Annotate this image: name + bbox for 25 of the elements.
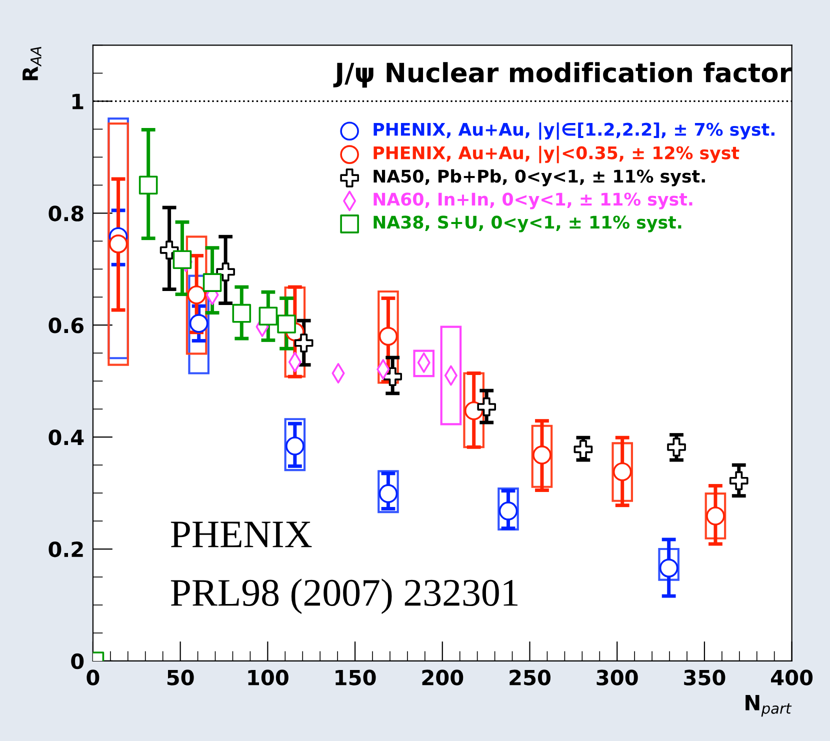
x-tick-label: 200	[422, 670, 464, 686]
y-tick-label: 0.4	[48, 430, 84, 446]
x-tick-label: 50	[167, 670, 194, 686]
annotation: PRL98 (2007) 232301	[170, 578, 518, 614]
y-tick-label: 0.8	[48, 206, 84, 222]
x-tick-label: 250	[510, 670, 550, 686]
y-tick-label: 0	[71, 653, 84, 670]
x-tick-label: 400	[771, 670, 813, 686]
y-tick-label: 1	[72, 94, 84, 110]
legend-label: PHENIX, Au+Au, |y|∈[1.2,2.2], ± 7% syst.	[374, 122, 774, 140]
x-tick-label: 350	[684, 670, 726, 686]
y-tick-label: 0.2	[48, 541, 83, 558]
x-tick-label: 300	[596, 670, 638, 686]
x-tick-label: 150	[336, 670, 376, 686]
y-axis-title: R$_{AA}$	[22, 46, 42, 80]
text: J/ψ Nuclear modification factor	[333, 62, 792, 88]
legend-label: NA38, S+U, 0<y<1, ± 11% syst.	[374, 216, 682, 232]
annotation: PHENIX	[170, 522, 312, 548]
legend-label: NA60, In+In, 0<y<1, ± 11% syst.	[374, 192, 692, 210]
x-axis-title: N$_{part}$	[746, 695, 792, 717]
y-tick-label: 0.6	[48, 318, 84, 334]
legend-label: PHENIX, Au+Au, |y|<0.35, ± 12% syst	[374, 146, 740, 164]
x-tick-label: 0	[86, 670, 100, 686]
legend-label: NA50, Pb+Pb, 0<y<1, ± 11% syst.	[374, 169, 705, 186]
x-tick-label: 100	[248, 670, 288, 686]
